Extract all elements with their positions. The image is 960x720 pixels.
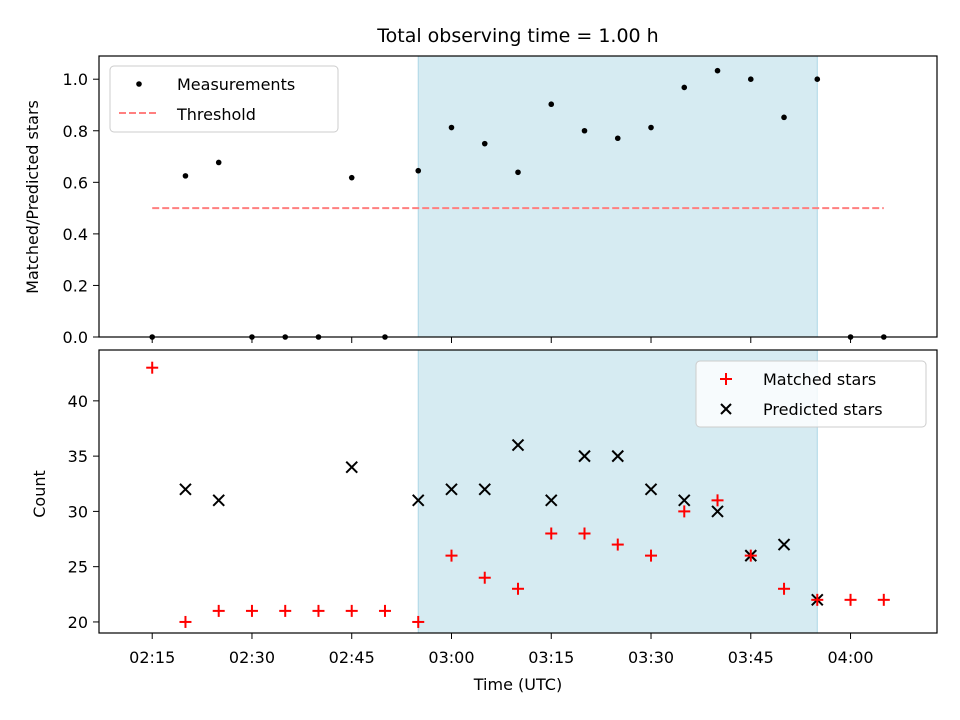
x-axis-label: Time (UTC) [473, 675, 562, 694]
y-tick-label: 0.0 [63, 328, 88, 347]
measurement-point [648, 124, 654, 131]
y-tick-label: 0.2 [63, 276, 88, 295]
legend-predicted-marker [720, 403, 732, 415]
measurement-point [548, 101, 555, 108]
measurement-point [614, 135, 621, 142]
bottom-legend-box [695, 360, 927, 428]
top-title: Total observing time = 1.00 h [376, 25, 658, 47]
bottom-panel: Count Time (UTC) 20 25 30 35 40 02:15 02:30 02… [30, 349, 938, 694]
y-tick-label: 1.0 [63, 70, 88, 89]
matched-star-point [279, 604, 292, 617]
matched-star-point [877, 593, 890, 606]
y-tick-label: 0.4 [63, 225, 88, 244]
matched-star-point [811, 593, 824, 606]
predicted-star-point [412, 494, 425, 507]
x-tick-label: 04:00 [827, 648, 873, 667]
bottom-y-axis-label: Count [30, 470, 49, 518]
top-panel: Total observing time = 1.00 h Matched/Pr… [23, 25, 938, 347]
measurement-point [448, 124, 455, 131]
measurement-point [215, 159, 222, 166]
predicted-star-point [212, 494, 225, 507]
matched-star-point [711, 494, 724, 507]
x-tick-label: 03:45 [728, 648, 774, 667]
matched-star-point [512, 582, 524, 595]
x-tick-label: 02:30 [229, 648, 275, 667]
y-tick-label: 20 [68, 613, 88, 632]
highlight-span [417, 55, 818, 338]
legend-measurements-label: Measurements [177, 75, 295, 94]
matched-star-point [412, 615, 425, 628]
measurement-point [747, 76, 754, 83]
measurement-point [681, 84, 688, 91]
predicted-star-point [678, 494, 691, 507]
y-tick-label: 0.8 [63, 122, 88, 141]
legend-predicted-label: Predicted stars [763, 400, 883, 419]
predicted-star-point [711, 505, 724, 518]
matched-star-point [378, 604, 391, 617]
x-tick-label: 03:00 [428, 648, 474, 667]
measurement-point [481, 140, 488, 147]
matched-star-point [545, 527, 558, 540]
matched-star-point [212, 604, 225, 617]
matched-star-point [778, 582, 791, 595]
matched-star-point [678, 505, 691, 518]
legend-measurements-marker [136, 81, 142, 87]
matched-star-point [611, 538, 624, 551]
measurement-point [182, 173, 189, 179]
measurement-point [814, 76, 821, 83]
predicted-star-point [345, 460, 358, 474]
measurement-point [714, 67, 721, 74]
matched-star-point [245, 604, 258, 617]
predicted-star-point [777, 538, 791, 551]
predicted-star-point [179, 483, 192, 496]
matched-star-point [345, 604, 358, 617]
legend-matched-marker [720, 373, 732, 385]
y-tick-label: 25 [68, 558, 88, 577]
measurement-point [415, 167, 422, 174]
bottom-axes-frame [98, 349, 938, 634]
legend-threshold-label: Threshold [176, 105, 256, 124]
x-tick-label: 03:30 [628, 648, 674, 667]
x-tick-label: 03:15 [528, 648, 574, 667]
matched-star-point [312, 604, 325, 617]
y-tick-label: 30 [68, 502, 88, 521]
measurement-point [581, 127, 588, 134]
matched-star-point [578, 527, 591, 540]
top-y-axis-label: Matched/Predicted stars [23, 100, 42, 294]
top-axes-frame [98, 55, 938, 338]
legend-matched-label: Matched stars [763, 370, 876, 389]
predicted-star-point [445, 483, 458, 496]
top-legend: Measurements Threshold [109, 65, 339, 133]
predicted-star-point [478, 483, 491, 496]
predicted-star-point [644, 483, 658, 496]
matched-star-point [478, 571, 491, 584]
matched-star-point [445, 549, 458, 562]
predicted-star-point [511, 438, 525, 452]
matched-star-point [645, 549, 658, 562]
x-tick-label: 02:45 [329, 648, 375, 667]
predicted-star-point [611, 449, 624, 463]
matched-star-point [844, 593, 857, 606]
bottom-legend: Matched stars Predicted stars [695, 360, 927, 428]
measurement-point [348, 174, 355, 181]
y-tick-label: 40 [68, 392, 88, 411]
top-legend-box [109, 65, 339, 133]
matched-star-point [179, 615, 192, 628]
y-tick-label: 0.6 [63, 173, 88, 192]
measurement-point [781, 114, 787, 121]
measurement-point [515, 169, 521, 176]
y-tick-label: 35 [68, 447, 88, 466]
predicted-star-point [545, 494, 558, 507]
matched-star-point [744, 549, 757, 562]
matched-star-point [146, 361, 159, 374]
x-tick-label: 02:15 [129, 648, 175, 667]
predicted-star-point [578, 449, 591, 463]
